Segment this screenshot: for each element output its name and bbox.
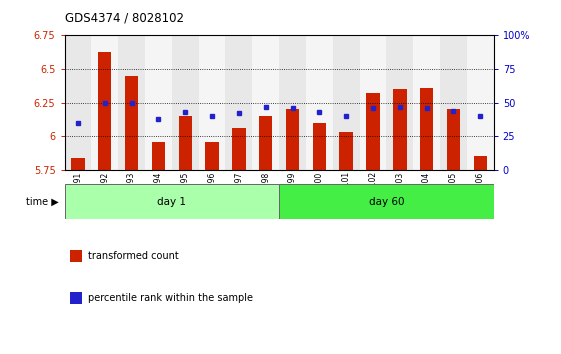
Bar [252, 35, 279, 170]
Bar [145, 35, 172, 170]
Bar [447, 109, 460, 170]
Text: transformed count: transformed count [88, 251, 179, 261]
Bar [91, 35, 118, 170]
Bar [393, 89, 407, 170]
Bar [467, 35, 494, 170]
Bar [259, 116, 273, 170]
Bar [339, 132, 353, 170]
Bar [205, 142, 219, 170]
Bar [70, 250, 82, 262]
Bar [70, 292, 82, 304]
Bar [413, 35, 440, 170]
Bar [65, 184, 279, 219]
Bar [118, 35, 145, 170]
Bar [199, 35, 226, 170]
Text: day 1: day 1 [157, 197, 186, 207]
Bar [226, 35, 252, 170]
Text: time ▶: time ▶ [26, 197, 59, 207]
Bar [232, 128, 246, 170]
Text: day 60: day 60 [369, 197, 404, 207]
Bar [440, 35, 467, 170]
Bar [387, 35, 413, 170]
Text: GDS4374 / 8028102: GDS4374 / 8028102 [65, 12, 183, 25]
Bar [279, 35, 306, 170]
Bar [178, 116, 192, 170]
Bar [306, 35, 333, 170]
Bar [151, 142, 165, 170]
Bar [312, 123, 326, 170]
Bar [172, 35, 199, 170]
Text: percentile rank within the sample: percentile rank within the sample [88, 293, 253, 303]
Bar [71, 158, 85, 170]
Bar [360, 35, 387, 170]
Bar [65, 35, 91, 170]
Bar [366, 93, 380, 170]
Bar [333, 35, 360, 170]
Bar [98, 52, 112, 170]
Bar [125, 76, 138, 170]
Bar [420, 88, 433, 170]
Bar [473, 156, 487, 170]
Bar [286, 109, 299, 170]
Bar [279, 184, 494, 219]
